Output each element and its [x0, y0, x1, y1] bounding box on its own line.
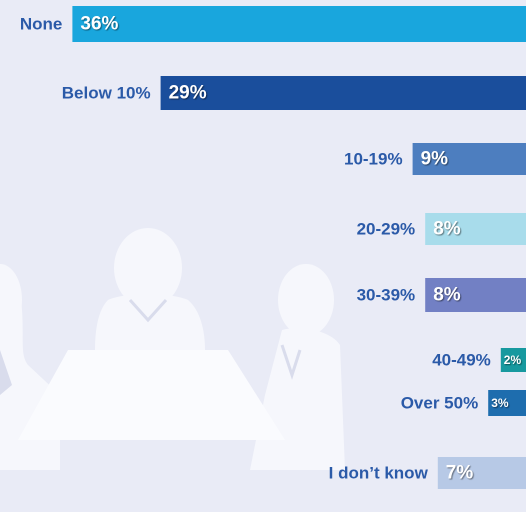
category-label: 40-49% — [432, 351, 491, 370]
value-label: 7% — [446, 463, 474, 484]
value-label: 9% — [421, 149, 449, 170]
value-label: 3% — [491, 396, 509, 410]
value-label: 2% — [504, 353, 522, 367]
category-label: Over 50% — [401, 394, 479, 413]
value-label: 8% — [433, 219, 461, 240]
category-label: I don’t know — [329, 464, 429, 483]
bar — [72, 6, 526, 42]
category-label: 20-29% — [357, 220, 416, 239]
category-label: None — [20, 15, 63, 34]
category-label: Below 10% — [62, 84, 151, 103]
value-label: 8% — [433, 285, 461, 306]
bar — [161, 76, 526, 110]
category-label: 10-19% — [344, 150, 403, 169]
value-label: 29% — [169, 83, 207, 104]
category-label: 30-39% — [357, 286, 416, 305]
chart: 36% None 29% Below 10% 9% 10-19% 8% 20-29% 8% 30-… — [0, 0, 526, 512]
value-label: 36% — [80, 14, 118, 35]
